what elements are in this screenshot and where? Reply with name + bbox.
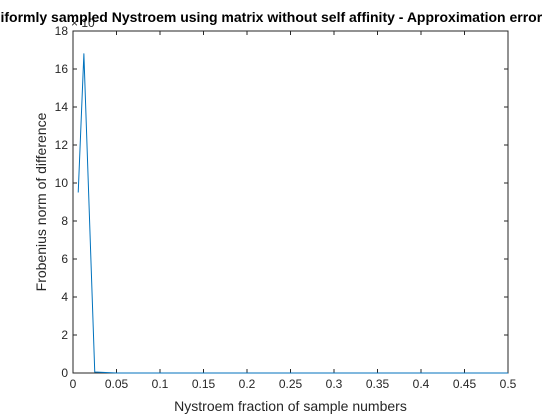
x-tick-label: 0.4 [413,377,430,391]
series-line-0 [77,53,508,374]
y-tick-label: 12 [55,138,69,152]
y-tick-label: 10 [55,176,69,190]
y-tick-label: 8 [61,214,68,228]
x-tick-label: 0.05 [105,377,129,391]
x-tick-label: 0.3 [326,377,343,391]
series-layer [77,53,508,374]
x-tick-label: 0 [70,377,77,391]
y-tick-label: 2 [61,328,68,342]
y-tick-label: 16 [55,62,69,76]
y-exponent-label: × 10 [71,16,95,30]
plot-area: 0 0.05 0.1 0.15 0.2 0.25 0.3 0.35 0.4 0.45 0.5 0 2 4… [55,24,517,391]
y-tick-label: 18 [55,24,69,38]
y-tick-label: 0 [61,366,68,380]
x-tick-label: 0.25 [279,377,303,391]
x-tick-label: 0.2 [239,377,256,391]
axes-box [72,30,509,374]
y-tick-label: 14 [55,100,69,114]
y-axis: 0 2 4 6 8 10 12 14 16 18 [55,24,508,380]
y-axis-label: Frobenius norm of difference [33,112,49,291]
x-tick-label: 0.5 [500,377,517,391]
x-tick-label: 0.45 [453,377,477,391]
y-tick-label: 4 [61,290,68,304]
x-tick-label: 0.35 [366,377,390,391]
x-axis: 0 0.05 0.1 0.15 0.2 0.25 0.3 0.35 0.4 0.45 0.5 [70,31,517,391]
x-tick-label: 0.15 [192,377,216,391]
x-axis-label: Nystroem fraction of sample numbers [174,398,407,414]
x-tick-label: 0.1 [152,377,169,391]
y-tick-label: 6 [61,252,68,266]
chart-title: Uniformly sampled Nystroem using matrix … [0,9,543,25]
